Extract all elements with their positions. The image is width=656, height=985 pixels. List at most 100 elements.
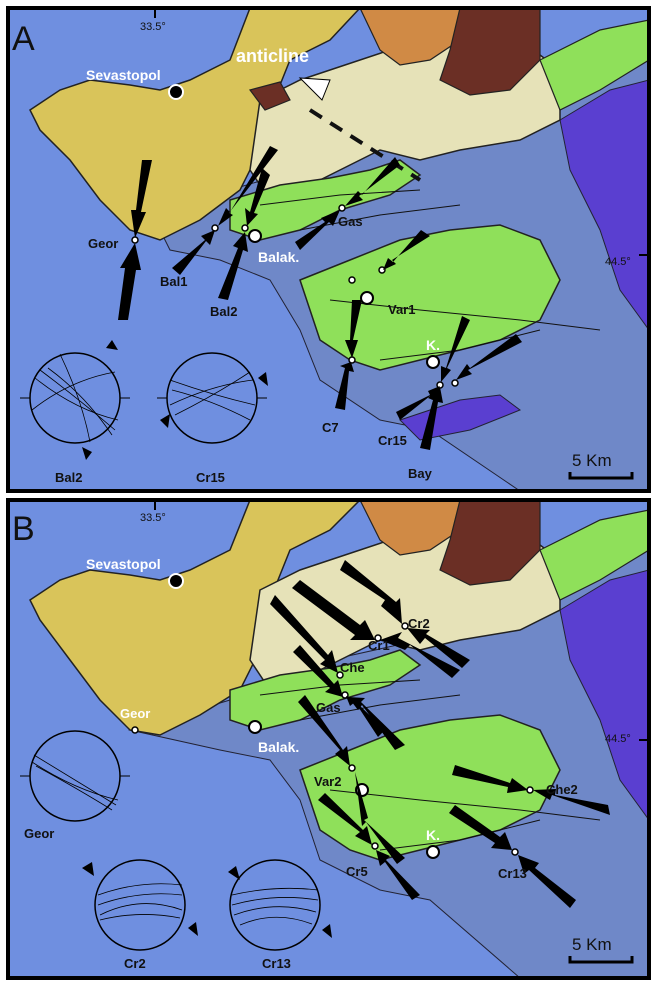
arrow [293, 645, 343, 697]
faults-b [259, 679, 601, 851]
site-label: Cr13 [498, 866, 527, 881]
geology-orange-unit [359, 8, 461, 66]
site-point [371, 842, 379, 850]
arrow [295, 210, 340, 250]
site-point [348, 764, 356, 772]
town-balak: Balak. [258, 739, 299, 755]
stereonet-cr2: Cr2 [82, 859, 198, 971]
scale-bar [568, 472, 634, 480]
stereonet-label: Cr15 [196, 470, 225, 485]
site-label: Var1 [388, 302, 415, 317]
balak-marker [248, 229, 262, 243]
stereonet-arrow [160, 414, 170, 428]
stereonet-label: Cr13 [262, 956, 291, 971]
arrow [383, 230, 430, 270]
site-point [131, 726, 139, 734]
balak-marker [248, 720, 262, 734]
stereonet-circle [94, 859, 186, 951]
site-point [211, 224, 219, 232]
geology-green-unit-2 [299, 714, 561, 861]
k-marker [426, 845, 440, 859]
anticline-label: anticline [236, 46, 309, 66]
arrow [407, 628, 470, 668]
site-label: Gas [338, 214, 363, 229]
stereonet-circle [229, 859, 321, 951]
arrow [533, 789, 610, 815]
site-label: Che2 [546, 782, 578, 797]
city-sevastopol: Sevastopol [86, 67, 161, 83]
geology-purple-unit [559, 79, 649, 331]
town-balak: Balak. [258, 249, 299, 265]
arrow [441, 316, 470, 382]
marker-var-a [360, 291, 374, 305]
geology-purple-unit [559, 569, 649, 821]
site-point [338, 204, 346, 212]
arrow [346, 696, 385, 737]
site-label: Cr15 [378, 433, 407, 448]
coord-top-b: 33.5° [140, 512, 166, 524]
arrow [298, 695, 350, 766]
panel-a-frame [6, 6, 651, 493]
arrow [449, 805, 512, 850]
site-label: Var2 [314, 774, 341, 789]
town-k: K. [426, 337, 440, 353]
arrow [335, 362, 354, 410]
panel-b: B 33.5° 44.5° Sevastopol Balak. K. [6, 498, 651, 980]
site-point [241, 224, 249, 232]
stereonet-arrow [228, 866, 240, 880]
site-point [451, 379, 459, 387]
geology-green-east [539, 509, 649, 601]
arrow [452, 765, 528, 793]
site-point [401, 622, 409, 630]
stereonet-label: Cr2 [124, 956, 146, 971]
stereonet-cr13: Cr13 [228, 859, 332, 971]
panel-a: A 33.5° 44.5° Sevastopol anticline Balak… [6, 6, 651, 493]
arrow [340, 560, 402, 624]
arrow [420, 387, 443, 450]
arrow [131, 160, 152, 238]
city-sevastopol: Sevastopol [86, 556, 161, 572]
panel-letter-a: A [12, 20, 35, 58]
k-marker [426, 355, 440, 369]
site-label: Cr5 [346, 864, 368, 879]
site-label: Cr1 [368, 638, 390, 653]
site-label: Che [340, 660, 365, 675]
sevastopol-marker [168, 573, 184, 589]
arrow [218, 232, 248, 300]
stereonet-label: Geor [24, 826, 54, 841]
site-point [374, 634, 382, 642]
stress-arrows-b [270, 560, 610, 908]
anticline-axis [308, 108, 422, 182]
site-label: Bay [408, 466, 433, 481]
geology-yellow-unit [29, 8, 362, 241]
scale-bar [568, 956, 634, 964]
site-label: Geor [120, 706, 150, 721]
scale-bar-label: 5 Km [572, 451, 612, 470]
stereonet-bal2: Bal2 [20, 340, 130, 485]
arrow [218, 146, 278, 226]
coord-top-a: 33.5° [140, 21, 166, 33]
arrow [376, 850, 420, 900]
site-label: Geor [88, 236, 118, 251]
stereonet-arrow [82, 862, 94, 876]
geology-orange-unit [359, 500, 461, 556]
anticline-arrow [298, 77, 331, 101]
site-label: Gas [316, 700, 341, 715]
scale-bar-label: 5 Km [572, 935, 612, 954]
coord-right-a: 44.5° [605, 256, 631, 268]
geology-brown-unit [439, 500, 541, 586]
arrow [118, 243, 141, 320]
geology-green-east [539, 19, 649, 111]
arrow [345, 157, 400, 206]
arrow [396, 386, 440, 420]
stress-arrows-a [118, 146, 522, 450]
arrow [345, 300, 362, 358]
coord-right-b: 44.5° [605, 733, 631, 745]
stereonet-label: Bal2 [55, 470, 82, 485]
stereonet-arrow [82, 447, 92, 460]
geology-brown-small [248, 81, 291, 111]
site-label: Cr2 [408, 616, 430, 631]
stereonet-arrow [258, 372, 268, 386]
sevastopol-marker [168, 84, 184, 100]
